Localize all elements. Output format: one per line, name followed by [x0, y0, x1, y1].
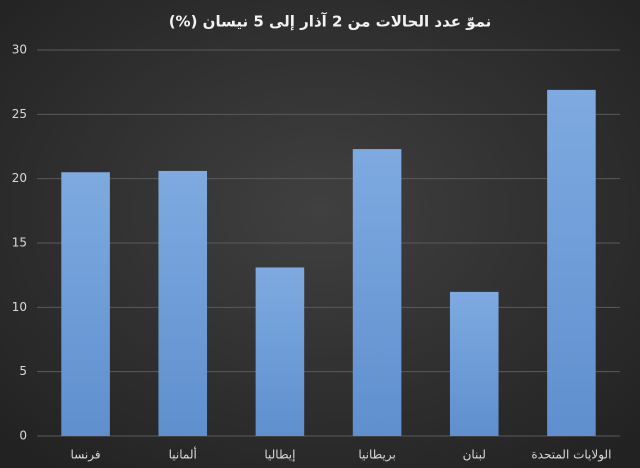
y-tick-label: 10	[12, 300, 27, 314]
y-tick-label: 30	[12, 43, 27, 57]
x-tick-label: بريطانيا	[358, 448, 395, 463]
bar	[449, 291, 499, 436]
bar	[255, 267, 305, 436]
x-tick-label: إيطاليا	[264, 448, 295, 462]
bar	[547, 89, 596, 437]
x-tick-label: ألمانيا	[169, 447, 197, 462]
bar	[158, 170, 208, 437]
bar	[352, 149, 402, 436]
y-tick-label: 15	[12, 236, 27, 250]
y-tick-label: 25	[12, 107, 27, 121]
chart-title: نموّ عدد الحالات من 2 آذار إلى 5 نيسان (…	[169, 13, 492, 31]
x-tick-label: لبنان	[463, 448, 486, 462]
bar	[61, 172, 110, 436]
y-tick-label: 0	[19, 429, 27, 443]
y-tick-label: 5	[19, 364, 27, 378]
x-tick-label: فرنسا	[71, 448, 101, 463]
y-tick-label: 20	[12, 171, 27, 185]
x-tick-label: الولايات المتحدة	[531, 448, 611, 463]
